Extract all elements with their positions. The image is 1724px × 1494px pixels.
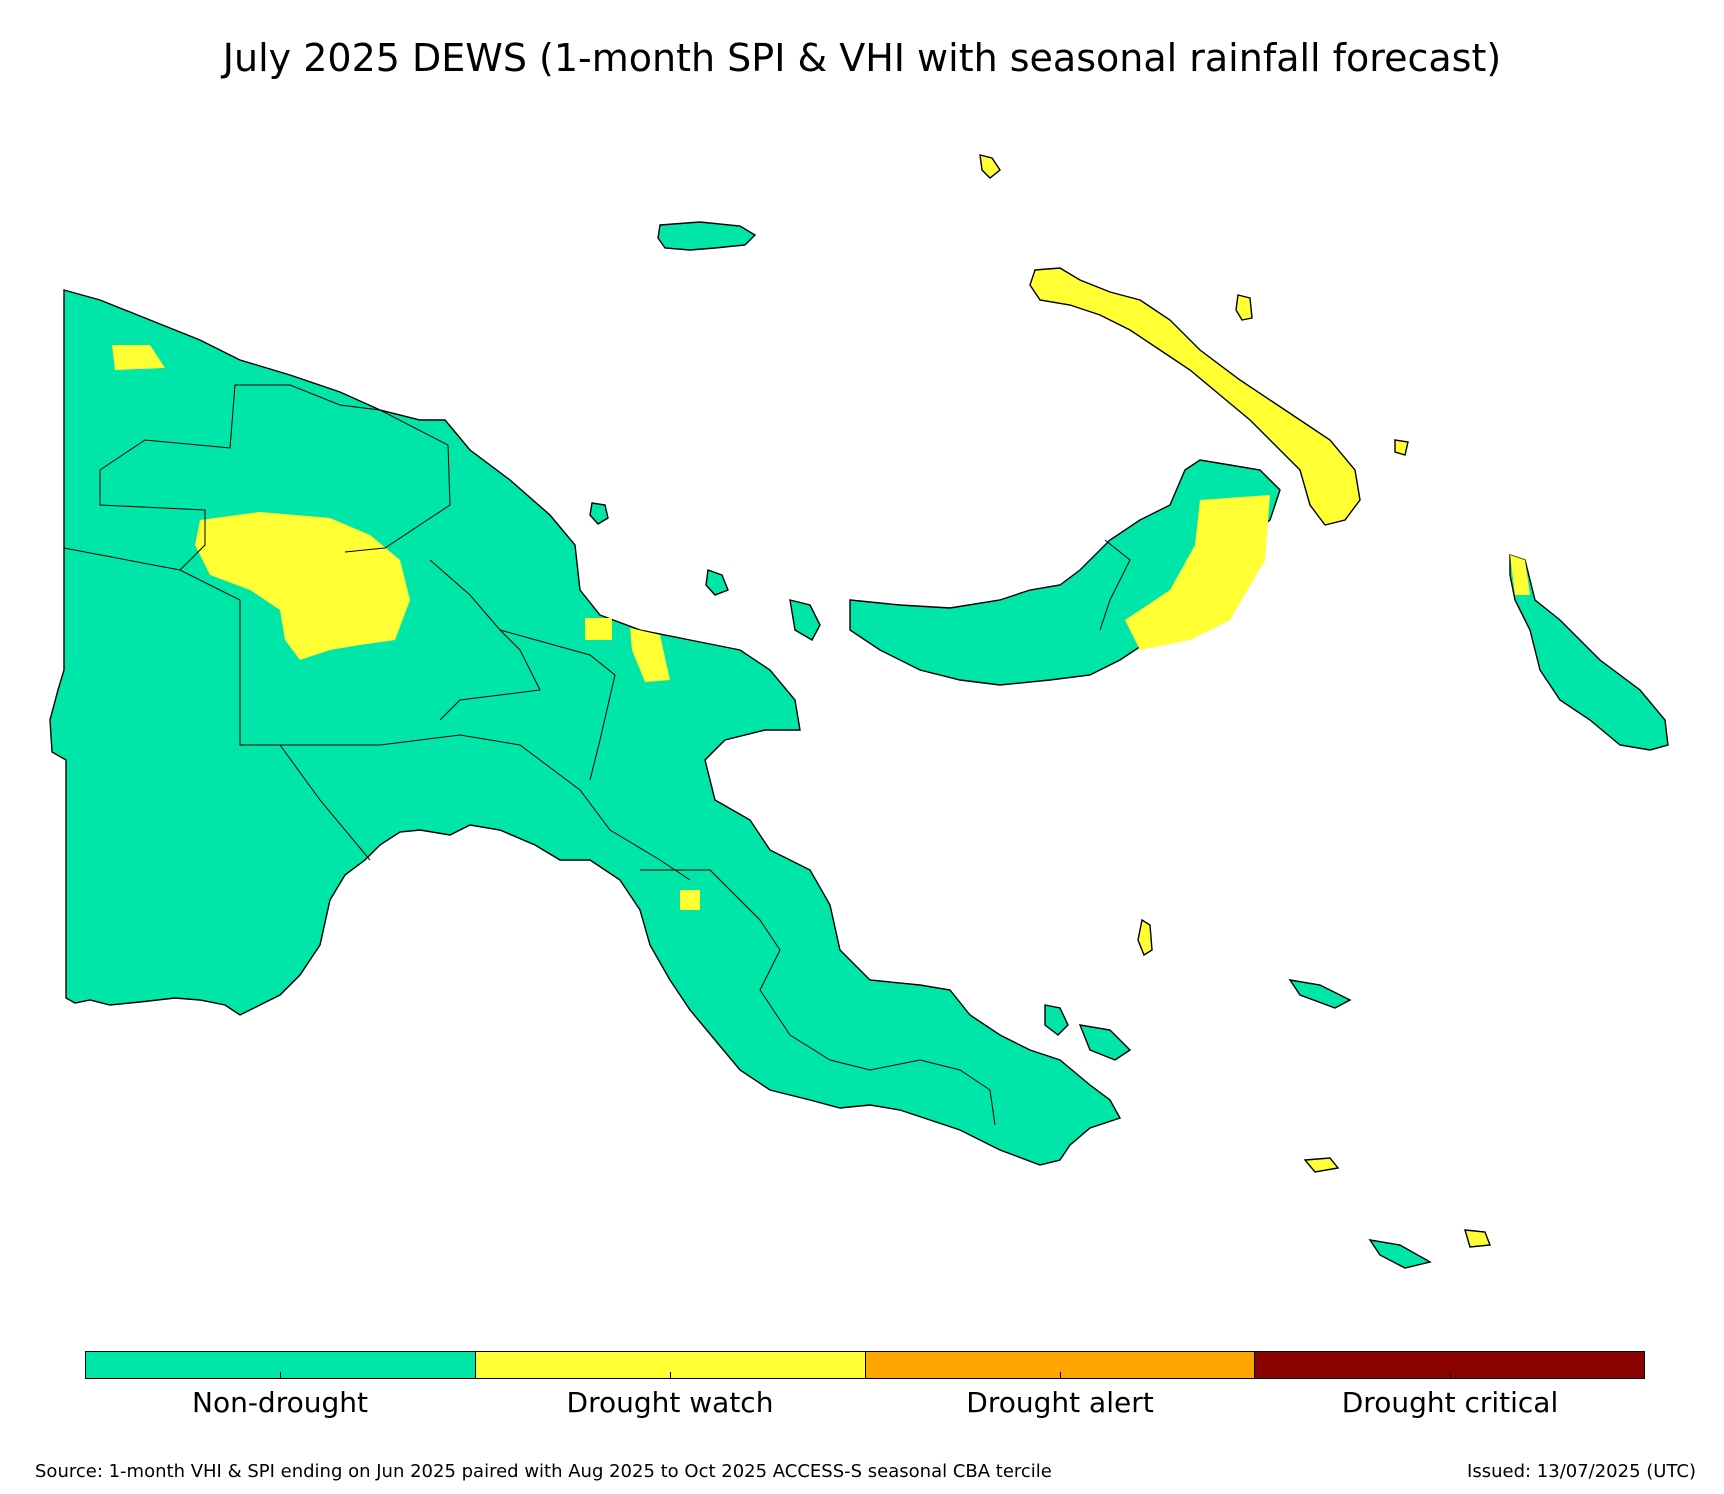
island-fergusson [1044, 1004, 1069, 1036]
island-rossel [1464, 1229, 1491, 1248]
watch-patch-sepik [585, 618, 612, 640]
legend-colorbar [85, 1351, 1645, 1379]
watch-patch-northwest [112, 345, 165, 370]
island-lihir [1235, 294, 1253, 321]
legend-label-drought-alert: Drought alert [966, 1386, 1154, 1419]
watch-patch-highlands [195, 512, 410, 660]
watch-patch-east-newbritain [1125, 495, 1270, 650]
legend-label-drought-critical: Drought critical [1341, 1386, 1559, 1419]
province-boundary [63, 547, 461, 746]
legend-swatch-drought-watch [475, 1352, 866, 1378]
legend-swatch-drought-alert [865, 1352, 1256, 1378]
province-boundary [99, 384, 451, 553]
island-woodlark [1137, 918, 1153, 957]
legend-swatch-drought-critical [1255, 1352, 1644, 1378]
province-boundary [640, 869, 996, 1126]
legend-label-non-drought: Non-drought [192, 1386, 368, 1419]
island-normanby [1078, 1024, 1132, 1061]
island-north [979, 154, 1001, 179]
watch-patch-newireland-tip [1305, 460, 1350, 505]
province-boundary [429, 559, 541, 721]
legend-label-drought-watch: Drought watch [566, 1386, 774, 1419]
island-trobriand [1288, 979, 1352, 1009]
island-long [789, 599, 821, 641]
map-title: July 2025 DEWS (1-month SPI & VHI with s… [222, 36, 1502, 80]
province-boundary [279, 744, 371, 861]
island-misima [1303, 1157, 1340, 1173]
province-boundary [459, 734, 691, 881]
province-boundary [99, 470, 206, 571]
island-karkar [589, 502, 609, 525]
island-sudest [1368, 1239, 1432, 1269]
legend-swatch-non-drought [86, 1352, 476, 1378]
drought-map [49, 154, 1669, 1269]
watch-patch-oro [680, 890, 700, 910]
watch-patch-madang [630, 628, 670, 682]
bougainville [1509, 554, 1669, 751]
island-mussau [1394, 439, 1409, 456]
province-boundary [1099, 539, 1131, 631]
manus-island [657, 221, 757, 251]
province-boundary [499, 629, 616, 781]
island-umboi [705, 569, 729, 596]
mainland-region [49, 289, 1122, 1166]
watch-patch-bougainville-north [1510, 555, 1530, 595]
issued-date: Issued: 13/07/2025 (UTC) [1467, 1461, 1696, 1482]
source-note: Source: 1-month VHI & SPI ending on Jun … [35, 1461, 1052, 1482]
legend-labels: Non-drought Drought watch Drought alert … [85, 1386, 1645, 1419]
